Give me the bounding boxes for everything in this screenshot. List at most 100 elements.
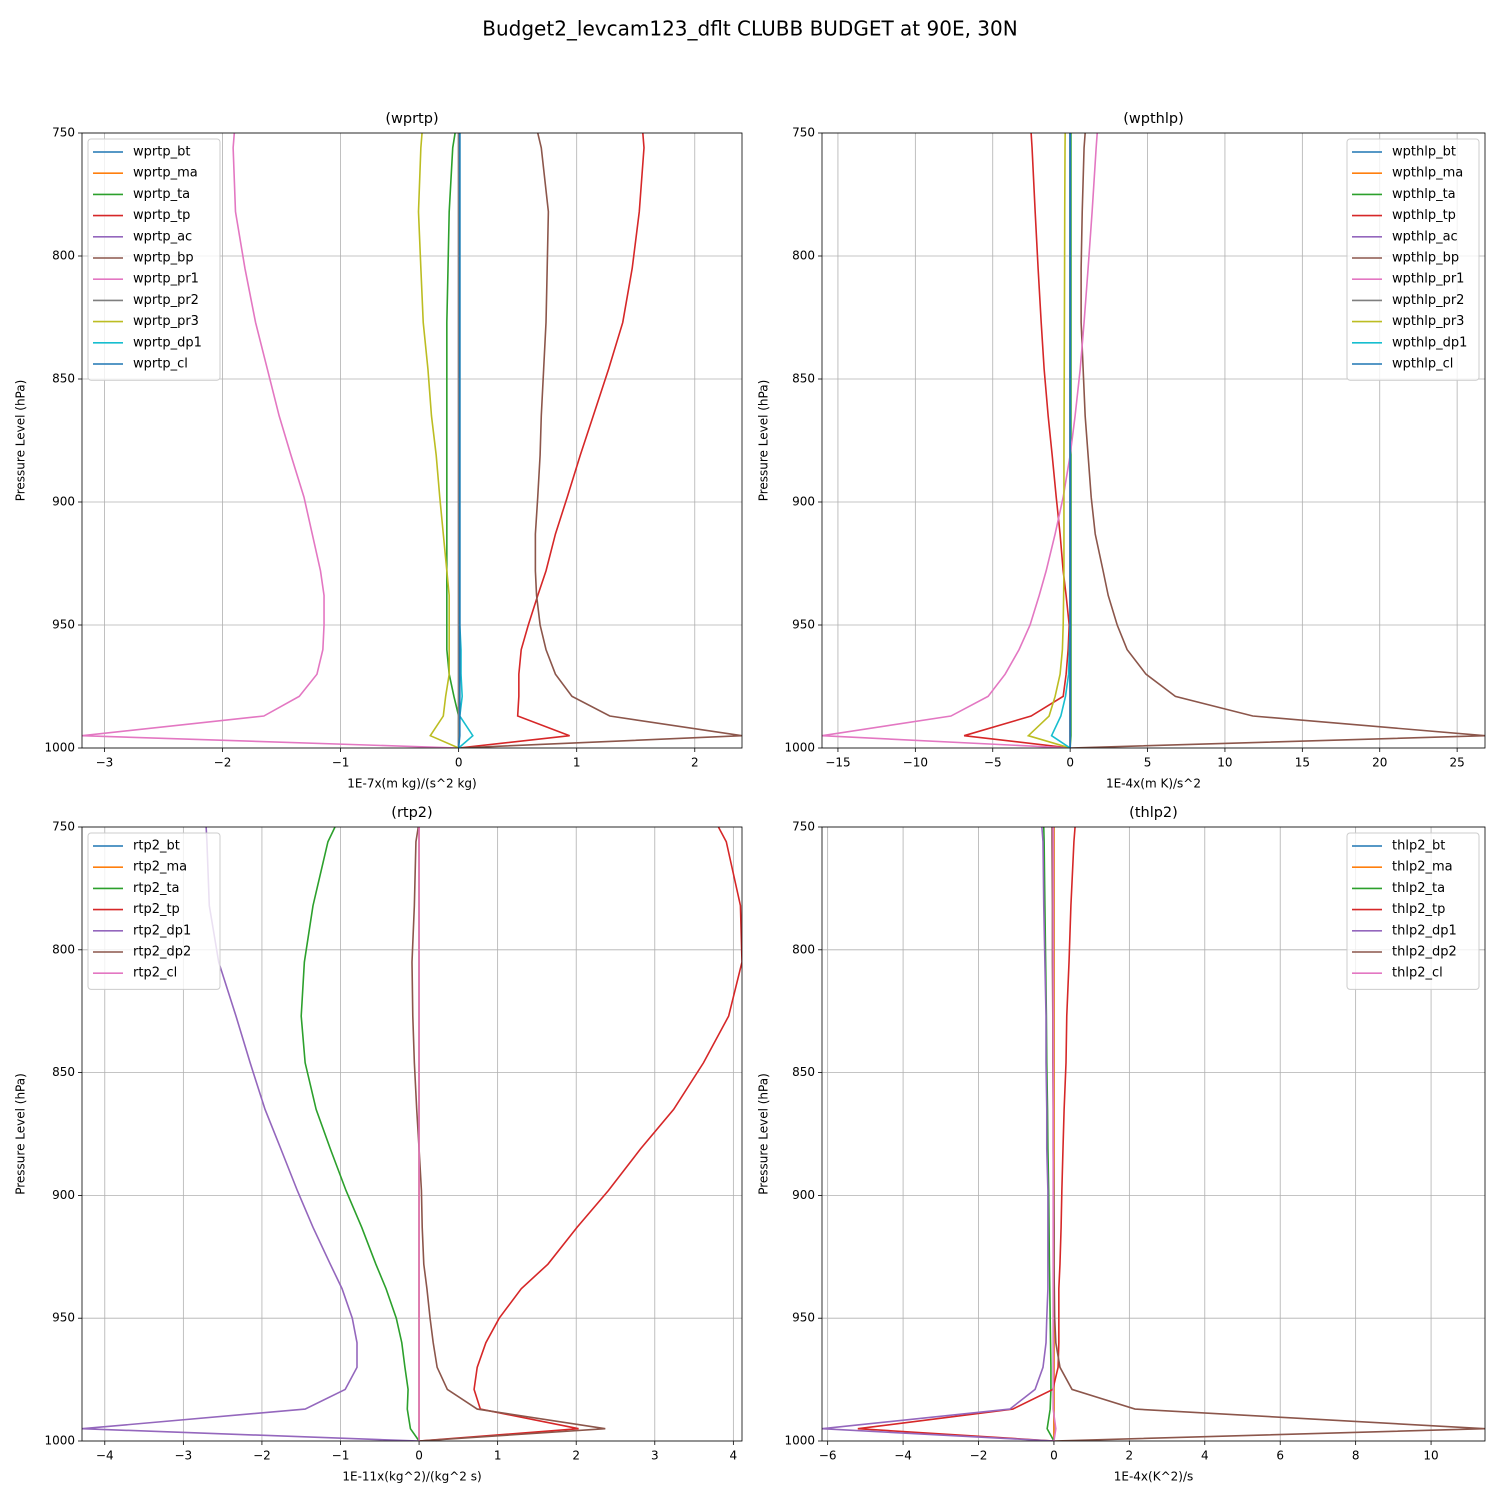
subplot-title: (rtp2) (391, 805, 432, 821)
legend-label: wpthlp_pr3 (1392, 314, 1464, 329)
x-tick-label: 1 (573, 756, 581, 770)
x-tick-label: −4 (96, 1449, 114, 1463)
legend-label: rtp2_bt (133, 839, 180, 854)
x-tick-label: 0 (1066, 756, 1074, 770)
series-line (822, 827, 1054, 1441)
x-tick-label: 10 (1217, 756, 1232, 770)
legend: wprtp_bt wprtp_ma wprtp_ta wprtp_tp wprtp_ac… (87, 138, 221, 381)
legend-label: thlp2_ma (1392, 860, 1453, 875)
series-line (1070, 133, 1485, 748)
x-tick-label: 0 (415, 1449, 423, 1463)
x-tick-label: 0 (455, 756, 463, 770)
x-tick-label: −1 (332, 756, 350, 770)
figure-title: Budget2_levcam123_dflt CLUBB BUDGET at 9… (482, 17, 1017, 41)
x-tick-label: 5 (1144, 756, 1152, 770)
legend-label: wpthlp_tp (1392, 208, 1456, 223)
legend-label: wpthlp_dp1 (1392, 335, 1467, 350)
legend-label: wpthlp_pr1 (1392, 272, 1464, 287)
legend-label: rtp2_cl (133, 966, 177, 981)
legend-label: wprtp_bp (133, 251, 194, 266)
x-tick-label: 10 (1423, 1449, 1438, 1463)
x-tick-label: −2 (214, 756, 232, 770)
legend-label: wprtp_pr1 (133, 272, 199, 287)
x-tick-label: 0 (1050, 1449, 1058, 1463)
y-axis-label: Pressure Level (hPa) (14, 380, 28, 502)
y-tick-label: 800 (792, 249, 815, 263)
x-tick-label: −15 (825, 756, 850, 770)
y-tick-label: 900 (52, 1188, 75, 1202)
x-tick-label: 8 (1352, 1449, 1360, 1463)
y-tick-label: 950 (792, 618, 815, 632)
legend-label: thlp2_dp1 (1392, 923, 1457, 938)
series-line (446, 133, 460, 748)
legend-label: wprtp_ac (133, 229, 192, 244)
series-line (457, 133, 461, 748)
x-axis-label: 1E-4x(K^2)/s (1114, 1470, 1194, 1484)
x-tick-label: −10 (903, 756, 928, 770)
plot-frame (81, 826, 743, 1442)
series-line (1052, 827, 1057, 1441)
x-tick-label: −3 (96, 756, 114, 770)
legend-label: wpthlp_pr2 (1392, 293, 1464, 308)
x-tick-label: −4 (894, 1449, 912, 1463)
x-tick-label: 2 (691, 756, 699, 770)
x-tick-label: 15 (1295, 756, 1310, 770)
x-tick-label: 25 (1449, 756, 1464, 770)
x-tick-label: 20 (1372, 756, 1387, 770)
y-axis-label: Pressure Level (hPa) (14, 1073, 28, 1195)
legend-label: wpthlp_bt (1392, 145, 1456, 160)
x-tick-label: 2 (1126, 1449, 1134, 1463)
x-tick-label: 4 (1201, 1449, 1209, 1463)
x-tick-label: −2 (970, 1449, 988, 1463)
subplot-title: (wpthlp) (1123, 111, 1184, 127)
series-line (411, 827, 606, 1441)
legend: wpthlp_bt wpthlp_ma wpthlp_ta wpthlp_tpwpth… (1346, 138, 1480, 381)
y-tick-label: 950 (792, 1311, 815, 1325)
legend-label: wprtp_pr2 (133, 293, 199, 308)
y-tick-label: 1000 (44, 741, 75, 755)
series-line (417, 133, 459, 748)
y-axis-label: Pressure Level (hPa) (757, 1073, 771, 1195)
subplot: (thlp2) 1E-4x(K^2)/s Pressure Level (hPa) −… (757, 805, 1486, 1484)
x-tick-label: 4 (730, 1449, 738, 1463)
y-tick-label: 850 (792, 1065, 815, 1079)
legend-label: wprtp_bt (133, 145, 190, 160)
y-tick-label: 800 (52, 942, 75, 956)
series-line (300, 827, 420, 1441)
x-tick-label: 6 (1276, 1449, 1284, 1463)
legend: thlp2_bt thlp2_ma thlp2_ta thlp2_tp thlp2_dp… (1346, 832, 1480, 990)
y-tick-label: 750 (792, 820, 815, 834)
legend-label: rtp2_ma (133, 860, 187, 875)
plot-frame (821, 826, 1486, 1442)
legend-label: wprtp_ta (133, 187, 190, 202)
series-line (963, 133, 1071, 748)
y-tick-label: 850 (52, 372, 75, 386)
plot-frame (821, 132, 1486, 749)
y-tick-label: 1000 (784, 1434, 815, 1448)
x-tick-label: −1 (332, 1449, 350, 1463)
y-tick-label: 1000 (784, 741, 815, 755)
legend-label: wpthlp_ac (1392, 229, 1458, 244)
series-line (458, 133, 645, 748)
subplot-title: (wprtp) (385, 111, 438, 127)
x-axis-label: 1E-11x(kg^2)/(kg^2 s) (342, 1470, 481, 1484)
subplot: (wprtp) 1E-7x(m kg)/(s^2 kg) Pressure Leve… (14, 111, 743, 791)
y-tick-label: 950 (52, 1311, 75, 1325)
legend-label: rtp2_dp2 (133, 945, 191, 960)
series-line (419, 827, 742, 1441)
subplot: (wpthlp) 1E-4x(m K)/s^2 Pressure Level (hP… (757, 111, 1486, 791)
y-tick-label: 900 (52, 495, 75, 509)
y-tick-label: 900 (792, 1188, 815, 1202)
legend-label: rtp2_dp1 (133, 923, 191, 938)
legend-label: thlp2_dp2 (1392, 945, 1457, 960)
legend-label: wprtp_dp1 (133, 335, 202, 350)
y-tick-label: 1000 (44, 1434, 75, 1448)
legend-label: thlp2_tp (1392, 902, 1445, 917)
x-tick-label: −3 (175, 1449, 193, 1463)
y-tick-label: 800 (792, 942, 815, 956)
x-tick-label: −5 (984, 756, 1002, 770)
legend-label: rtp2_ta (133, 881, 180, 896)
legend-label: thlp2_ta (1392, 881, 1445, 896)
